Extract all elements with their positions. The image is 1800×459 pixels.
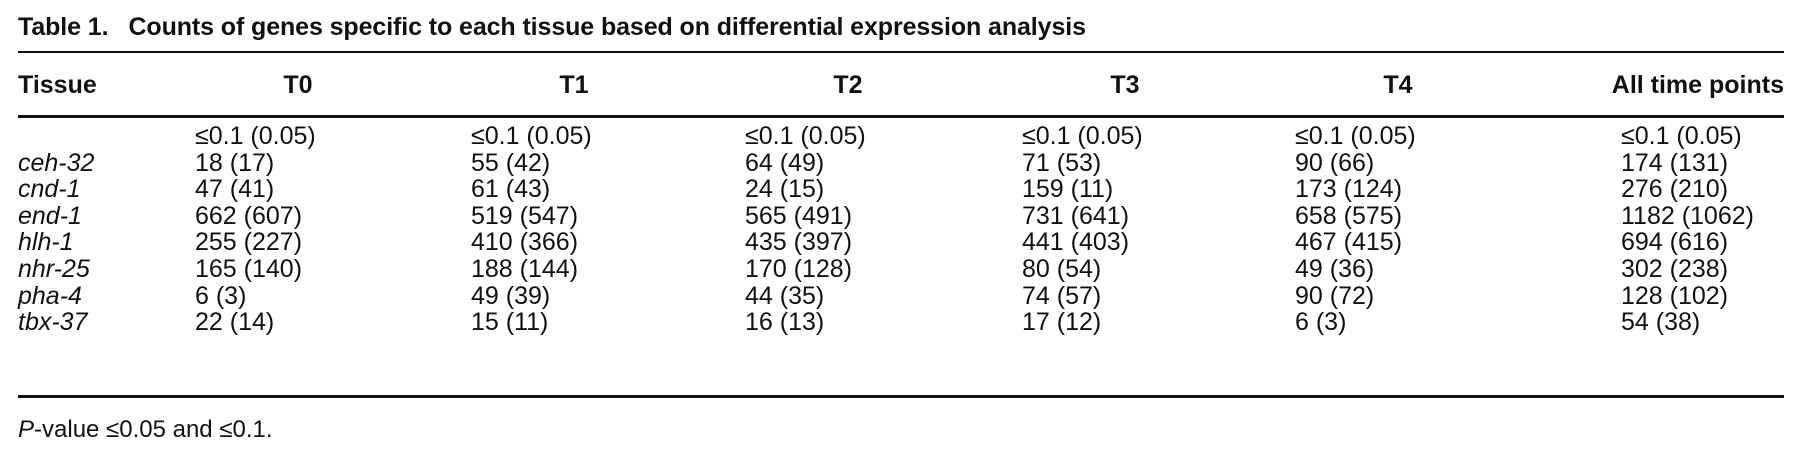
count-cell: 435 (397) [745,228,853,257]
count-cell: 519 (547) [471,201,579,230]
count-cell: 71 (53) [1022,148,1102,177]
count-cell: 410 (366) [471,228,579,257]
count-cell: 90 (72) [1295,281,1375,310]
table-footnote: P-value ≤0.05 and ≤0.1. [18,416,273,444]
count-cell: 24 (15) [745,175,825,204]
tissue-name: ceh-32 [18,148,95,177]
count-cell: 44 (35) [745,281,825,310]
count-cell: 49 (36) [1295,255,1375,283]
count-cell: 74 (57) [1022,281,1102,310]
table-number: Table 1. [18,13,109,41]
tissue-name: nhr-25 [18,255,90,283]
tissue-name: end-1 [18,201,82,230]
count-cell: 80 (54) [1022,255,1102,283]
threshold-cell: ≤0.1 (0.05) [1295,122,1416,150]
count-cell: 731 (641) [1022,201,1130,230]
count-cell: 255 (227) [195,228,303,257]
footnote-text: -value ≤0.05 and ≤0.1. [34,416,273,443]
count-cell: 188 (144) [471,255,579,283]
count-cell: 662 (607) [195,201,303,230]
count-cell: 16 (13) [745,308,825,337]
top-rule [18,51,1784,53]
count-cell: 15 (11) [471,308,549,337]
table-title: Counts of genes specific to each tissue … [128,13,1086,41]
threshold-cell: ≤0.1 (0.05) [745,122,866,150]
count-cell: 47 (41) [195,175,275,204]
count-cell: 54 (38) [1621,308,1701,337]
count-cell: 174 (131) [1621,148,1729,177]
count-cell: 90 (66) [1295,148,1375,177]
header-t2: T2 [833,71,863,99]
count-cell: 64 (49) [745,148,825,177]
header-all-time-points: All time points [1611,71,1784,99]
threshold-cell: ≤0.1 (0.05) [195,122,316,150]
count-cell: 658 (575) [1295,201,1403,230]
tissue-name: pha-4 [18,281,82,310]
header-t1: T1 [559,71,589,99]
header-t3: T3 [1110,71,1140,99]
count-cell: 441 (403) [1022,228,1130,257]
count-cell: 159 (11) [1022,175,1114,204]
count-cell: 565 (491) [745,201,853,230]
count-cell: 61 (43) [471,175,551,204]
count-cell: 128 (102) [1621,281,1729,310]
tissue-name: cnd-1 [18,175,81,204]
count-cell: 55 (42) [471,148,551,177]
count-cell: 49 (39) [471,281,551,310]
count-cell: 1182 (1062) [1621,201,1754,230]
count-cell: 170 (128) [745,255,853,283]
header-rule [18,115,1784,118]
header-t4: T4 [1383,71,1413,99]
footnote-p-symbol: P [18,416,35,443]
count-cell: 694 (616) [1621,228,1729,257]
header-t0: T0 [283,71,313,99]
table-caption: Table 1. Counts of genes specific to each… [18,13,1086,42]
count-cell: 6 (3) [195,281,247,310]
count-cell: 276 (210) [1621,175,1729,204]
count-cell: 18 (17) [195,148,275,177]
threshold-cell: ≤0.1 (0.05) [1621,122,1742,150]
threshold-cell: ≤0.1 (0.05) [1022,122,1143,150]
count-cell: 17 (12) [1022,308,1102,337]
tissue-name: tbx-37 [18,308,88,337]
count-cell: 467 (415) [1295,228,1403,257]
threshold-cell: ≤0.1 (0.05) [471,122,592,150]
count-cell: 22 (14) [195,308,275,337]
tissue-name: hlh-1 [18,228,74,257]
count-cell: 302 (238) [1621,255,1729,283]
bottom-rule [18,395,1784,398]
count-cell: 173 (124) [1295,175,1403,204]
count-cell: 165 (140) [195,255,303,283]
header-tissue: Tissue [18,71,97,99]
count-cell: 6 (3) [1295,308,1347,337]
